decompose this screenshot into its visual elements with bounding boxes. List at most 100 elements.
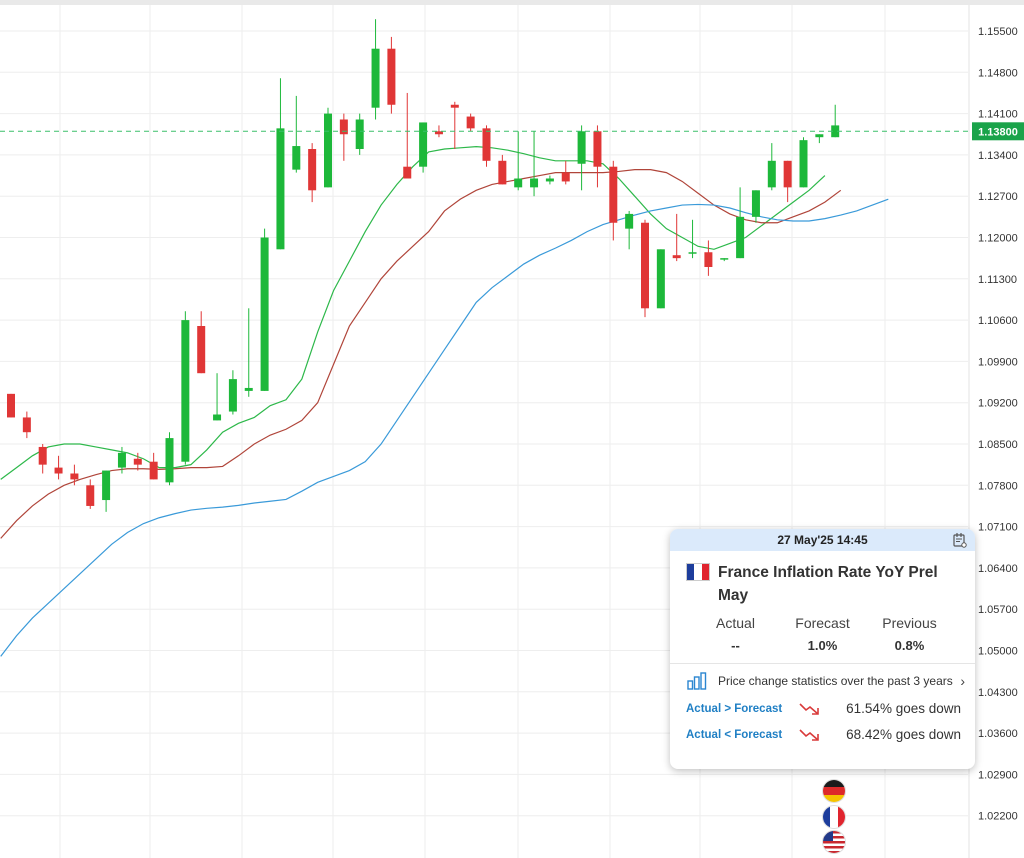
previous-value: 0.8% bbox=[894, 638, 925, 653]
candle-body bbox=[7, 393, 15, 418]
candle-body bbox=[656, 249, 665, 309]
candle-body bbox=[228, 379, 237, 412]
candle-body bbox=[213, 414, 222, 421]
price-tick-label: 1.12700 bbox=[978, 191, 1018, 203]
germany-flag-icon[interactable] bbox=[823, 780, 845, 802]
card-divider bbox=[670, 663, 975, 664]
usa-flag-icon[interactable] bbox=[823, 831, 845, 853]
candle bbox=[70, 464, 79, 486]
candle-body bbox=[545, 178, 554, 182]
candle bbox=[244, 308, 253, 397]
candle-body bbox=[133, 458, 142, 465]
price-tick-label: 1.11300 bbox=[978, 274, 1017, 286]
candle-body bbox=[767, 160, 776, 188]
price-tick-label: 1.08500 bbox=[978, 439, 1018, 451]
price-statistics-label: Price change statistics over the past 3 … bbox=[718, 674, 953, 688]
candle bbox=[751, 190, 760, 223]
chevron-right-icon: › bbox=[960, 673, 965, 689]
price-tick-label: 1.13400 bbox=[978, 150, 1018, 162]
candle bbox=[86, 479, 95, 509]
candle-body bbox=[704, 252, 713, 267]
candle bbox=[102, 470, 111, 512]
current-price-badge bbox=[972, 122, 1024, 141]
candle-body bbox=[720, 258, 729, 260]
candle bbox=[181, 311, 190, 465]
candle bbox=[133, 452, 142, 471]
candle-body bbox=[38, 446, 47, 465]
candle bbox=[355, 113, 364, 155]
price-tick-label: 1.09200 bbox=[978, 398, 1018, 410]
candle bbox=[783, 160, 792, 203]
candle bbox=[799, 137, 808, 188]
bar-chart-icon bbox=[687, 672, 707, 690]
candlesticks bbox=[7, 19, 840, 512]
price-tick-label: 1.06400 bbox=[978, 563, 1018, 575]
candle-body bbox=[688, 252, 697, 254]
candle bbox=[324, 107, 332, 188]
france-flag-icon bbox=[686, 563, 710, 581]
actual-label: Actual bbox=[716, 615, 755, 631]
candle bbox=[704, 240, 713, 276]
previous-label: Previous bbox=[882, 615, 937, 631]
france-flag-icon[interactable] bbox=[823, 806, 845, 828]
candle-body bbox=[751, 190, 760, 217]
candle bbox=[688, 219, 697, 259]
candle bbox=[339, 113, 348, 161]
candle bbox=[736, 187, 745, 259]
forecast-stat: Forecast 1.0% bbox=[779, 615, 866, 653]
candle-body bbox=[466, 116, 475, 129]
price-tick-label: 1.04300 bbox=[978, 687, 1018, 699]
price-tick-label: 1.07800 bbox=[978, 480, 1018, 492]
candle bbox=[292, 95, 301, 173]
candle-body bbox=[593, 131, 602, 167]
candle bbox=[466, 113, 475, 132]
stat-label-below: Actual < Forecast bbox=[686, 728, 783, 741]
trend-down-icon bbox=[799, 702, 819, 715]
candle-body bbox=[22, 417, 31, 433]
candle-body bbox=[736, 216, 745, 259]
candle bbox=[260, 228, 269, 391]
candle-body bbox=[181, 320, 190, 462]
candle bbox=[308, 143, 317, 203]
candle-body bbox=[244, 387, 253, 391]
candle-body bbox=[498, 160, 507, 185]
forecast-value: 1.0% bbox=[807, 638, 838, 653]
price-tick-label: 1.07100 bbox=[978, 522, 1018, 534]
candle bbox=[498, 154, 507, 185]
candle bbox=[482, 125, 491, 167]
price-tick-label: 1.05000 bbox=[978, 646, 1018, 658]
candle-body bbox=[434, 131, 443, 135]
candle-body bbox=[70, 473, 79, 480]
price-tick-label: 1.10600 bbox=[978, 315, 1018, 327]
price-tick-label: 1.15500 bbox=[978, 26, 1018, 38]
candle bbox=[577, 125, 586, 191]
candle bbox=[197, 311, 206, 374]
candle bbox=[561, 160, 570, 185]
candle-body bbox=[149, 461, 158, 480]
candle bbox=[149, 452, 158, 480]
candle-body bbox=[609, 166, 618, 223]
candle-body bbox=[577, 131, 586, 164]
stat-row-above: Actual > Forecast 61.54% goes down bbox=[670, 690, 975, 716]
candle-body bbox=[165, 438, 174, 483]
calendar-add-icon[interactable] bbox=[953, 532, 967, 548]
economic-event-card[interactable]: 27 May'25 14:45 France Inflation Rate Yo… bbox=[670, 529, 975, 769]
price-tick-label: 1.14100 bbox=[978, 109, 1018, 121]
candle bbox=[54, 455, 63, 480]
candle bbox=[545, 175, 554, 185]
candle-body bbox=[799, 140, 808, 188]
candle-body bbox=[102, 470, 111, 501]
candle bbox=[434, 125, 443, 138]
actual-value: -- bbox=[731, 638, 740, 653]
price-tick-label: 1.14800 bbox=[978, 67, 1018, 79]
candle bbox=[450, 101, 459, 149]
candle bbox=[815, 134, 824, 144]
candle bbox=[530, 131, 539, 197]
candle bbox=[7, 393, 15, 418]
candle bbox=[609, 160, 618, 241]
candle-body bbox=[450, 104, 459, 108]
event-card-header: 27 May'25 14:45 bbox=[670, 529, 975, 551]
price-statistics-link[interactable]: Price change statistics over the past 3 … bbox=[670, 664, 975, 690]
candle-body bbox=[371, 48, 380, 108]
